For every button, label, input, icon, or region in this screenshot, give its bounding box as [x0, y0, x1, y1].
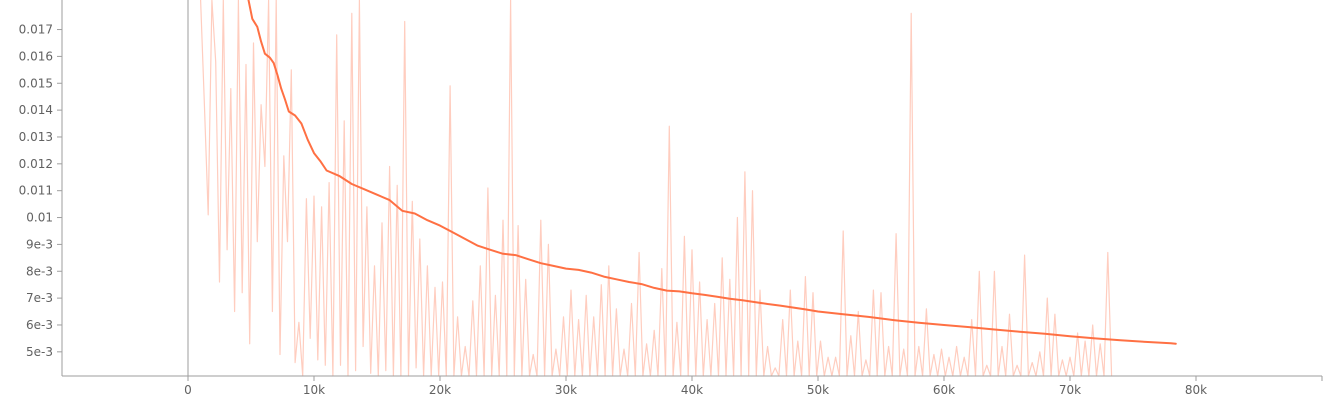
y-tick-label: 6e-3 [26, 318, 53, 332]
y-tick-label: 0.017 [19, 23, 53, 37]
smoothed-series-layer [247, 0, 1177, 345]
x-tick-label: 10k [303, 383, 325, 397]
y-tick-label: 0.01 [26, 211, 53, 225]
y-tick-label: 0.011 [19, 184, 53, 198]
y-tick-label: 0.015 [19, 76, 53, 90]
smoothed-series-line [247, 0, 1177, 345]
x-tick-label: 50k [807, 383, 829, 397]
x-tick-label: 60k [933, 383, 955, 397]
y-tick-label: 7e-3 [26, 291, 53, 305]
x-tick-label: 80k [1185, 383, 1207, 397]
axes-layer: 5e-3 6e-3 7e-3 8e-3 9e-3 0.01 0.011 0.012 0.013 0… [19, 0, 1323, 397]
x-tick-label: 30k [555, 383, 577, 397]
raw-series-line [200, 0, 1113, 377]
y-tick-label: 9e-3 [26, 237, 53, 251]
raw-series-layer [200, 0, 1113, 377]
y-tick-label: 0.012 [19, 157, 53, 171]
x-tick-label: 0 [184, 383, 192, 397]
y-tick-label: 8e-3 [26, 264, 53, 278]
x-tick-label: 20k [429, 383, 451, 397]
x-tick-label: 70k [1059, 383, 1081, 397]
x-tick-label: 40k [681, 383, 703, 397]
y-tick-label: 0.013 [19, 130, 53, 144]
y-tick-label: 5e-3 [26, 345, 53, 359]
y-tick-label: 0.016 [19, 49, 53, 63]
y-tick-label: 0.014 [19, 103, 53, 117]
